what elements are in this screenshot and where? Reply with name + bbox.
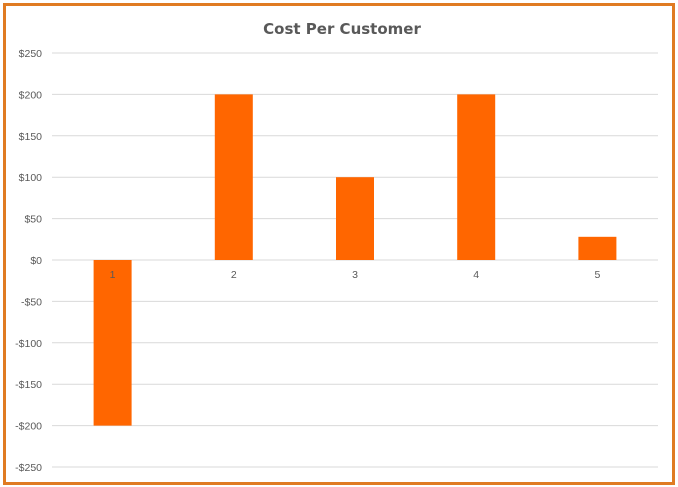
y-tick-label: $0 bbox=[30, 255, 42, 267]
y-tick-label: -$200 bbox=[15, 421, 42, 433]
x-tick-label: 1 bbox=[110, 269, 116, 281]
y-tick-label: -$100 bbox=[15, 338, 42, 350]
x-tick-label: 2 bbox=[231, 269, 237, 281]
x-tick-label: 5 bbox=[594, 269, 600, 281]
y-tick-label: $50 bbox=[24, 214, 42, 226]
y-tick-label: $100 bbox=[19, 172, 43, 184]
y-tick-label: -$250 bbox=[15, 462, 42, 474]
bar-4 bbox=[457, 94, 496, 261]
y-tick-label: $150 bbox=[19, 131, 43, 143]
x-axis-ticks: 1 2 3 4 5 bbox=[110, 269, 601, 281]
y-tick-label: $200 bbox=[19, 89, 43, 101]
bar-1 bbox=[93, 260, 132, 426]
x-tick-label: 4 bbox=[473, 269, 479, 281]
x-tick-label: 3 bbox=[352, 269, 358, 281]
chart-title: Cost Per Customer bbox=[263, 20, 421, 38]
bars bbox=[93, 94, 617, 426]
y-tick-label: $250 bbox=[19, 48, 43, 60]
y-tick-label: -$150 bbox=[15, 379, 42, 391]
bar-2 bbox=[214, 94, 253, 261]
bar-5 bbox=[578, 236, 617, 260]
y-axis-ticks: $250 $200 $150 $100 $50 $0 -$50 -$100 -$150 -$200… bbox=[15, 48, 42, 474]
gridlines bbox=[52, 52, 658, 468]
bar-3 bbox=[336, 177, 374, 260]
y-tick-label: -$50 bbox=[21, 296, 42, 308]
